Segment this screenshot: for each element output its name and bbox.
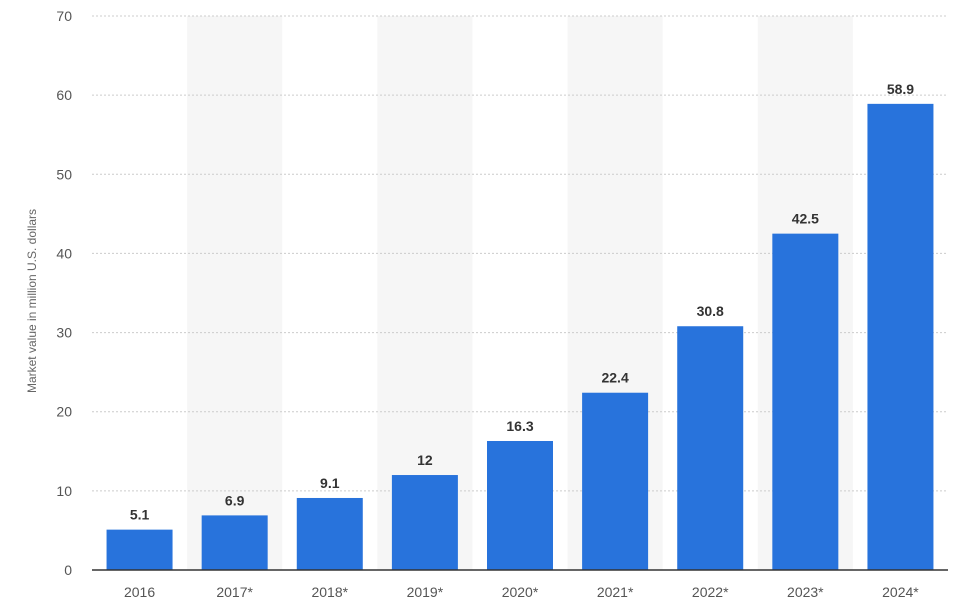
data-labels: 5.1 6.9 9.1 12 16.3 22.4 30.8 42.5 58.9 <box>130 81 914 523</box>
y-axis-ticks: 0 10 20 30 40 50 60 70 <box>56 8 72 578</box>
x-tick-label: 2023* <box>787 584 824 600</box>
bars <box>106 103 934 570</box>
bar <box>487 440 553 570</box>
bar-value-label: 5.1 <box>130 507 150 523</box>
bar <box>391 475 458 570</box>
bar <box>677 326 744 570</box>
x-axis-ticks: 2016 2017* 2018* 2019* 2020* 2021* 2022* 2023* 2… <box>124 584 919 600</box>
y-tick-label: 0 <box>64 562 72 578</box>
y-tick-label: 50 <box>56 166 72 182</box>
y-tick-label: 60 <box>56 87 72 103</box>
x-tick-label: 2017* <box>216 584 253 600</box>
bar-value-label: 16.3 <box>506 418 533 434</box>
x-tick-label: 2021* <box>597 584 634 600</box>
y-tick-label: 10 <box>56 483 72 499</box>
y-tick-label: 20 <box>56 404 72 420</box>
bar <box>867 103 934 570</box>
bar-value-label: 6.9 <box>225 492 245 508</box>
bar-value-label: 12 <box>417 452 433 468</box>
bar-value-label: 42.5 <box>792 211 819 227</box>
bar-value-label: 9.1 <box>320 475 340 491</box>
x-tick-label: 2020* <box>502 584 539 600</box>
x-tick-label: 2024* <box>882 584 919 600</box>
bar-value-label: 58.9 <box>887 81 914 97</box>
y-axis-title: Market value in million U.S. dollars <box>25 209 39 393</box>
y-tick-label: 40 <box>56 245 72 261</box>
background-band <box>187 16 283 570</box>
bar-value-label: 22.4 <box>601 370 628 386</box>
bar-value-label: 30.8 <box>697 303 724 319</box>
bar <box>296 497 363 570</box>
bar <box>582 392 649 570</box>
bar <box>201 515 268 570</box>
x-tick-label: 2018* <box>311 584 348 600</box>
y-tick-label: 30 <box>56 325 72 341</box>
x-tick-label: 2019* <box>407 584 444 600</box>
bar <box>106 529 173 570</box>
x-tick-label: 2016 <box>124 584 155 600</box>
x-tick-label: 2022* <box>692 584 729 600</box>
y-tick-label: 70 <box>56 8 72 24</box>
bar <box>772 233 839 570</box>
